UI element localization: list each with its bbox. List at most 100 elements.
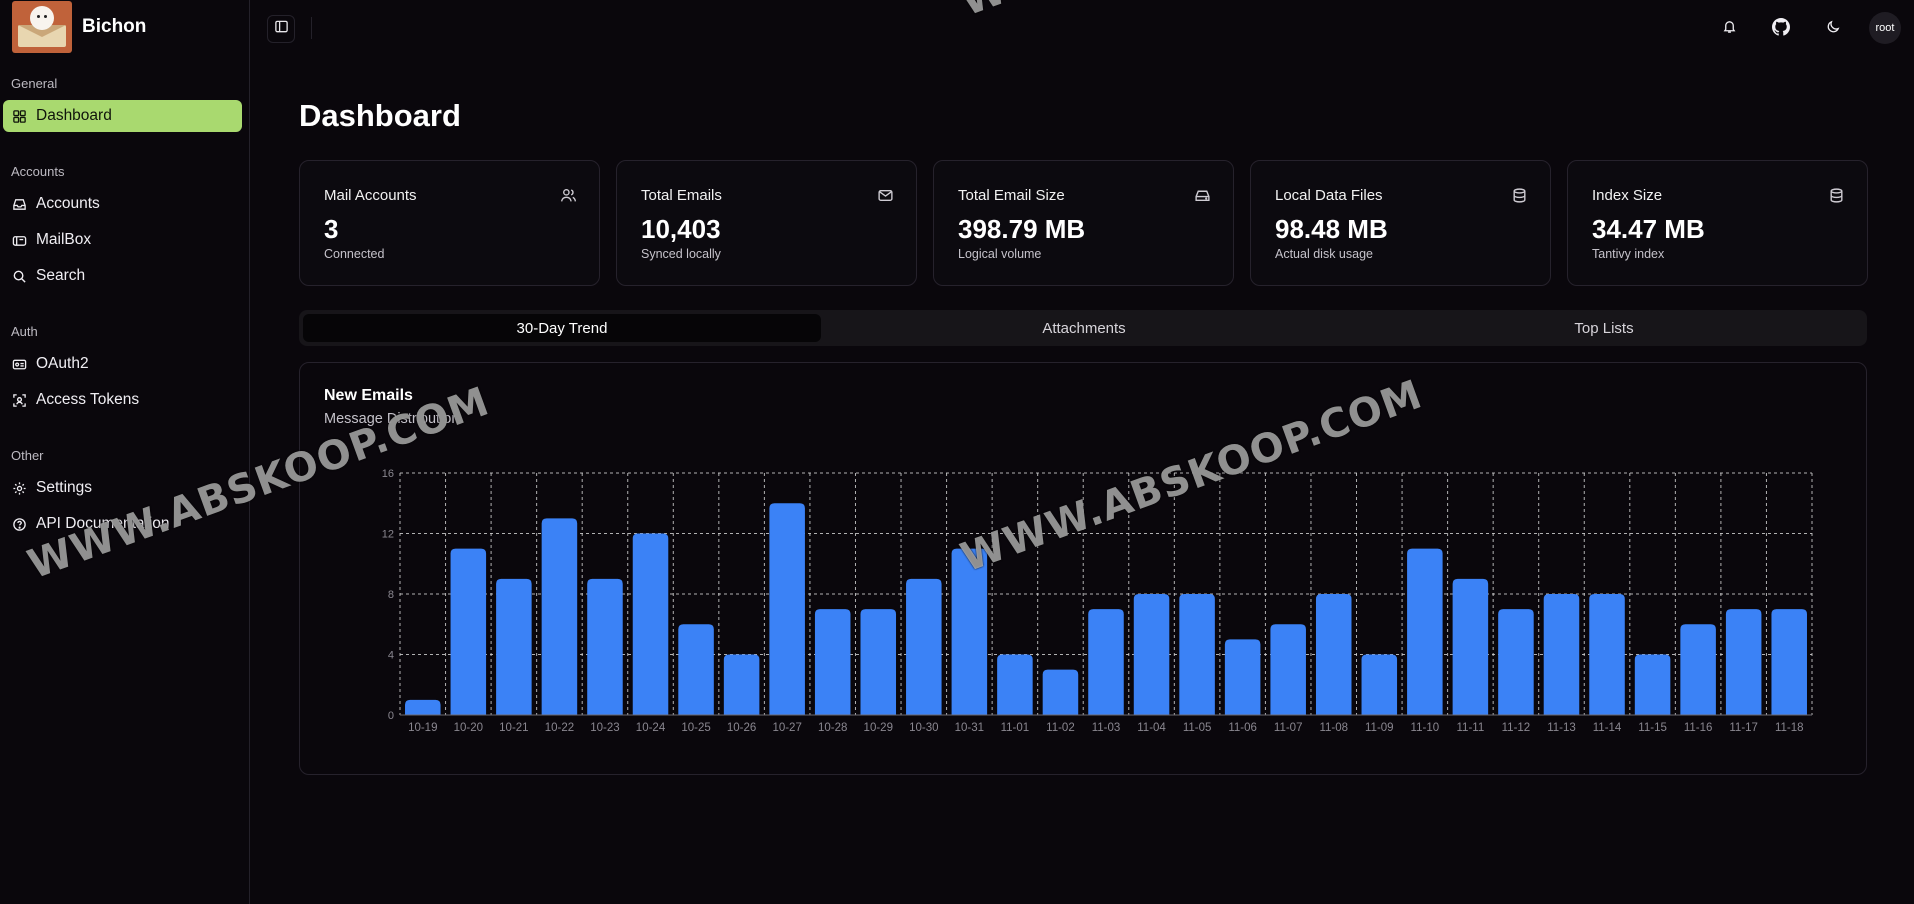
stat-value: 34.47 MB: [1592, 214, 1705, 244]
brand[interactable]: Bichon: [12, 0, 146, 54]
bar: [1315, 594, 1352, 715]
stat-card-local-data-files: Local Data Files 98.48 MB Actual disk us…: [1250, 160, 1551, 286]
x-tick-label: 11-13: [1547, 722, 1576, 734]
x-tick-label: 11-08: [1319, 722, 1348, 734]
sidebar-item-label: API Documentation: [36, 515, 170, 532]
sidebar-item-dashboard[interactable]: Dashboard: [3, 100, 242, 132]
sidebar-item-accounts[interactable]: Accounts: [3, 188, 242, 220]
stat-value: 3: [324, 214, 339, 244]
stat-value: 10,403: [641, 214, 721, 244]
x-tick-label: 11-02: [1046, 722, 1075, 734]
stat-value: 98.48 MB: [1275, 214, 1388, 244]
sidebar-item-api-documentation[interactable]: API Documentation: [3, 508, 242, 540]
bar: [951, 548, 988, 715]
y-tick-label: 8: [388, 589, 394, 601]
tab-attachments[interactable]: Attachments: [1042, 319, 1126, 337]
search-icon: [12, 269, 27, 284]
sidebar-item-oauth2[interactable]: OAuth2: [3, 348, 242, 380]
id-card-icon: [12, 357, 27, 372]
sidebar-item-mailbox[interactable]: MailBox: [3, 224, 242, 256]
x-tick-label: 11-16: [1684, 722, 1713, 734]
bar: [1725, 609, 1762, 715]
x-tick-label: 10-31: [955, 722, 984, 734]
sidebar-item-label: MailBox: [36, 231, 92, 248]
x-tick-label: 11-01: [1001, 722, 1030, 734]
x-tick-label: 11-10: [1411, 722, 1440, 734]
tab-30-day-trend[interactable]: 30-Day Trend: [303, 314, 821, 342]
sidebar: Bichon General Dashboard Accounts Accoun…: [0, 0, 250, 904]
bell-icon: [1722, 19, 1737, 39]
page-title: Dashboard: [299, 98, 461, 133]
x-tick-label: 10-29: [864, 722, 893, 734]
y-tick-label: 12: [382, 529, 394, 541]
stat-card-total-emails: Total Emails 10,403 Synced locally: [616, 160, 917, 286]
panel-title: New Emails: [324, 387, 413, 404]
github-icon: [1772, 17, 1790, 41]
stat-subtitle: Logical volume: [958, 247, 1042, 261]
stat-subtitle: Actual disk usage: [1275, 247, 1373, 261]
nav-group-general: General: [11, 76, 58, 91]
bar: [769, 503, 805, 715]
stat-label: Total Emails: [641, 187, 722, 204]
sidebar-item-access-tokens[interactable]: Access Tokens: [3, 384, 242, 416]
x-tick-label: 10-30: [909, 722, 938, 734]
nav-group-accounts: Accounts: [11, 164, 65, 179]
stat-subtitle: Tantivy index: [1592, 247, 1665, 261]
sidebar-item-label: OAuth2: [36, 355, 89, 372]
bar: [1224, 639, 1261, 715]
y-tick-label: 16: [382, 468, 394, 480]
topbar-divider: [311, 17, 312, 39]
x-tick-label: 11-17: [1729, 722, 1758, 734]
tab-top-lists[interactable]: Top Lists: [1574, 319, 1634, 337]
stat-label: Total Email Size: [958, 187, 1065, 204]
x-tick-label: 10-28: [818, 722, 847, 734]
bar: [678, 624, 714, 715]
github-button[interactable]: [1768, 16, 1794, 42]
user-avatar[interactable]: root: [1869, 12, 1901, 44]
mail-icon: [877, 187, 894, 204]
y-tick-label: 4: [388, 650, 394, 662]
x-tick-label: 11-03: [1092, 722, 1121, 734]
dashboard-tabs: 30-Day Trend Attachments Top Lists: [299, 310, 1867, 346]
bar: [1634, 654, 1671, 715]
stat-subtitle: Connected: [324, 247, 385, 261]
bar: [1543, 594, 1580, 715]
bar: [1088, 609, 1124, 715]
theme-toggle-button[interactable]: [1820, 16, 1846, 42]
bar: [1452, 578, 1489, 715]
dashboard-icon: [12, 109, 27, 124]
bar: [997, 654, 1033, 715]
notifications-button[interactable]: [1716, 16, 1742, 42]
moon-icon: [1826, 19, 1841, 39]
x-tick-label: 10-25: [681, 722, 710, 734]
x-tick-label: 10-26: [727, 722, 756, 734]
y-tick-label: 0: [388, 710, 394, 722]
stat-card-total-email-size: Total Email Size 398.79 MB Logical volum…: [933, 160, 1234, 286]
x-tick-label: 11-12: [1502, 722, 1531, 734]
bar: [496, 578, 532, 715]
x-tick-label: 10-22: [545, 722, 574, 734]
sidebar-item-label: Access Tokens: [36, 391, 140, 408]
app-name: Bichon: [82, 16, 147, 37]
x-tick-label: 11-05: [1183, 722, 1212, 734]
toggle-sidebar-button[interactable]: [267, 15, 295, 43]
bar: [1771, 609, 1807, 715]
gear-icon: [12, 481, 27, 496]
sidebar-item-search[interactable]: Search: [3, 260, 242, 292]
stat-card-index-size: Index Size 34.47 MB Tantivy index: [1567, 160, 1868, 286]
sidebar-item-settings[interactable]: Settings: [3, 472, 242, 504]
app-logo: [12, 1, 72, 53]
stat-card-mail-accounts: Mail Accounts 3 Connected: [299, 160, 600, 286]
hard-drive-icon: [1194, 187, 1211, 204]
x-tick-label: 10-20: [454, 722, 483, 734]
token-icon: [12, 393, 27, 408]
mailbox-icon: [12, 233, 27, 248]
x-tick-label: 11-18: [1775, 722, 1804, 734]
sidebar-item-label: Search: [36, 267, 86, 284]
watermark: WWW.ABSKOOP.COM: [955, 0, 1428, 25]
bar: [1680, 624, 1716, 715]
bar: [587, 578, 623, 715]
x-tick-label: 11-04: [1137, 722, 1166, 734]
x-tick-label: 10-21: [499, 722, 528, 734]
bar: [1042, 669, 1079, 715]
